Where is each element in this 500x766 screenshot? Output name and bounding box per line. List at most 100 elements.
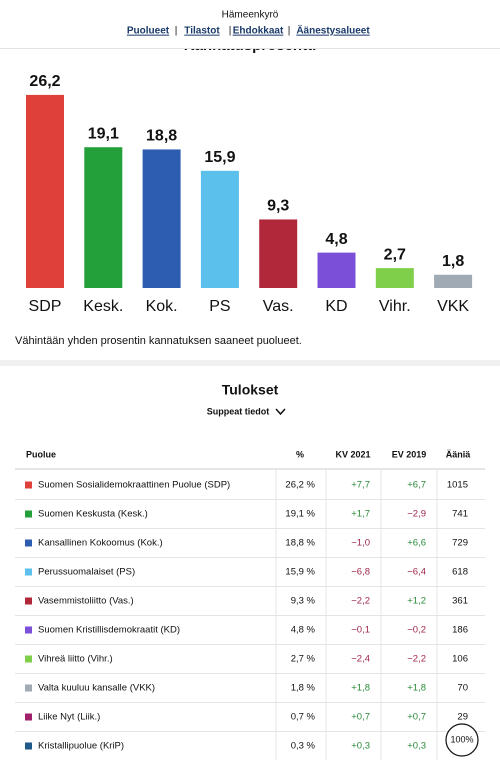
column-header: KV 2021	[335, 449, 370, 459]
party-color	[25, 655, 32, 663]
votes: 106	[452, 654, 468, 665]
nav-sep: |	[288, 26, 291, 37]
votes: 1015	[447, 480, 468, 491]
nav-sep: |	[229, 26, 232, 37]
value-label: 4,8	[325, 231, 347, 248]
value-label: 1,8	[442, 253, 464, 270]
category-label: Vihr.	[379, 298, 411, 315]
kv-change: −6,8	[351, 567, 370, 578]
bar	[317, 252, 356, 288]
value-label: 2,7	[384, 246, 406, 263]
category-label: Kesk.	[83, 298, 123, 315]
kv-change: +7,7	[351, 480, 370, 491]
kv-change: −2,4	[351, 654, 370, 665]
ev-change: −2,2	[407, 654, 426, 665]
party-color	[25, 481, 32, 489]
nav-link[interactable]: Puolueet	[127, 26, 170, 37]
votes: 618	[452, 567, 468, 578]
party-color	[25, 568, 32, 576]
party-color	[25, 713, 32, 721]
party-color	[25, 510, 32, 518]
note: Vähintään yhden prosentin kannatuksen sa…	[15, 335, 302, 347]
kv-change: +0,3	[351, 741, 370, 752]
municipality: Hämeenkyrö	[222, 10, 279, 21]
pct: 2,7 %	[291, 654, 316, 665]
category-label: VKK	[437, 298, 469, 315]
votes: 186	[452, 625, 468, 636]
results-title: Tulokset	[222, 382, 279, 398]
party-color	[25, 597, 32, 605]
value-label: 26,2	[29, 73, 60, 90]
nav-link[interactable]: Tilastot	[184, 26, 220, 37]
party-name: Vihreä liitto (Vihr.)	[38, 654, 113, 665]
ev-change: +0,7	[407, 712, 426, 723]
votes: 29	[457, 712, 468, 723]
votes: 729	[452, 538, 468, 549]
party-name: Vasemmistoliitto (Vas.)	[38, 596, 134, 607]
pct: 0,7 %	[291, 712, 316, 723]
column-header: Puolue	[26, 449, 56, 459]
zoom-label: 100%	[450, 734, 473, 744]
kv-change: −0,1	[351, 625, 370, 636]
ev-change: −6,4	[407, 567, 426, 578]
votes: 741	[452, 509, 468, 520]
column-header: %	[296, 449, 304, 459]
nav-link[interactable]: Äänestysalueet	[296, 24, 370, 37]
nav-link[interactable]: Ehdokkaat	[233, 26, 284, 37]
party-color	[25, 539, 32, 547]
party-name: Kristallipuolue (KriP)	[38, 741, 124, 752]
bar	[84, 147, 123, 288]
separator	[0, 360, 500, 366]
toggle[interactable]: Suppeat tiedot	[207, 406, 270, 416]
ev-change: +6,6	[407, 538, 426, 549]
ev-change: +1,2	[407, 596, 426, 607]
ev-change: +0,3	[407, 741, 426, 752]
value-label: 19,1	[88, 125, 119, 142]
chart: Kannatusprosentti 26,2SDP19,1Kesk.18,8Ko…	[26, 37, 473, 315]
category-label: KD	[325, 298, 347, 315]
bar	[200, 170, 239, 288]
bar	[434, 274, 473, 288]
kv-change: +0,7	[351, 712, 370, 723]
header: Hämeenkyrö Puolueet | Tilastot | Ehdokka…	[0, 0, 500, 49]
pct: 15,9 %	[285, 567, 315, 578]
party-name: Suomen Sosialidemokraattinen Puolue (SDP…	[38, 480, 230, 491]
category-label: Vas.	[263, 298, 294, 315]
bar	[26, 94, 64, 288]
ev-change: −2,9	[407, 509, 426, 520]
kv-change: −2,2	[351, 596, 370, 607]
party-name: Valta kuuluu kansalle (VKK)	[38, 683, 155, 694]
ev-change: +6,7	[407, 480, 426, 491]
votes: 361	[452, 596, 468, 607]
pct: 1,8 %	[291, 683, 316, 694]
party-name: Suomen Keskusta (Kesk.)	[38, 509, 148, 520]
party-color	[25, 626, 32, 634]
category-label: SDP	[29, 298, 62, 315]
bar	[375, 268, 414, 288]
kv-change: +1,7	[351, 509, 370, 520]
party-color	[25, 684, 32, 692]
category-label: Kok.	[146, 298, 178, 315]
chevron[interactable]	[275, 408, 286, 416]
kv-change: −1,0	[351, 538, 370, 549]
bar	[142, 149, 181, 288]
pct: 4,8 %	[291, 625, 316, 636]
value-label: 9,3	[267, 198, 289, 215]
column-header: Ääniä	[446, 449, 472, 459]
pct: 26,2 %	[285, 480, 315, 491]
ev-change: +1,8	[407, 683, 426, 694]
kv-change: +1,8	[351, 683, 370, 694]
party-color	[25, 742, 32, 750]
pct: 0,3 %	[291, 741, 316, 752]
party-name: Perussuomalaiset (PS)	[38, 567, 135, 578]
zoom-badge[interactable]	[445, 723, 479, 757]
pct: 19,1 %	[285, 509, 315, 520]
nav-sep: |	[175, 26, 178, 37]
pct: 9,3 %	[291, 596, 316, 607]
column-header: EV 2019	[392, 449, 427, 459]
header-bg	[0, 0, 500, 48]
ev-change: −0,2	[407, 625, 426, 636]
